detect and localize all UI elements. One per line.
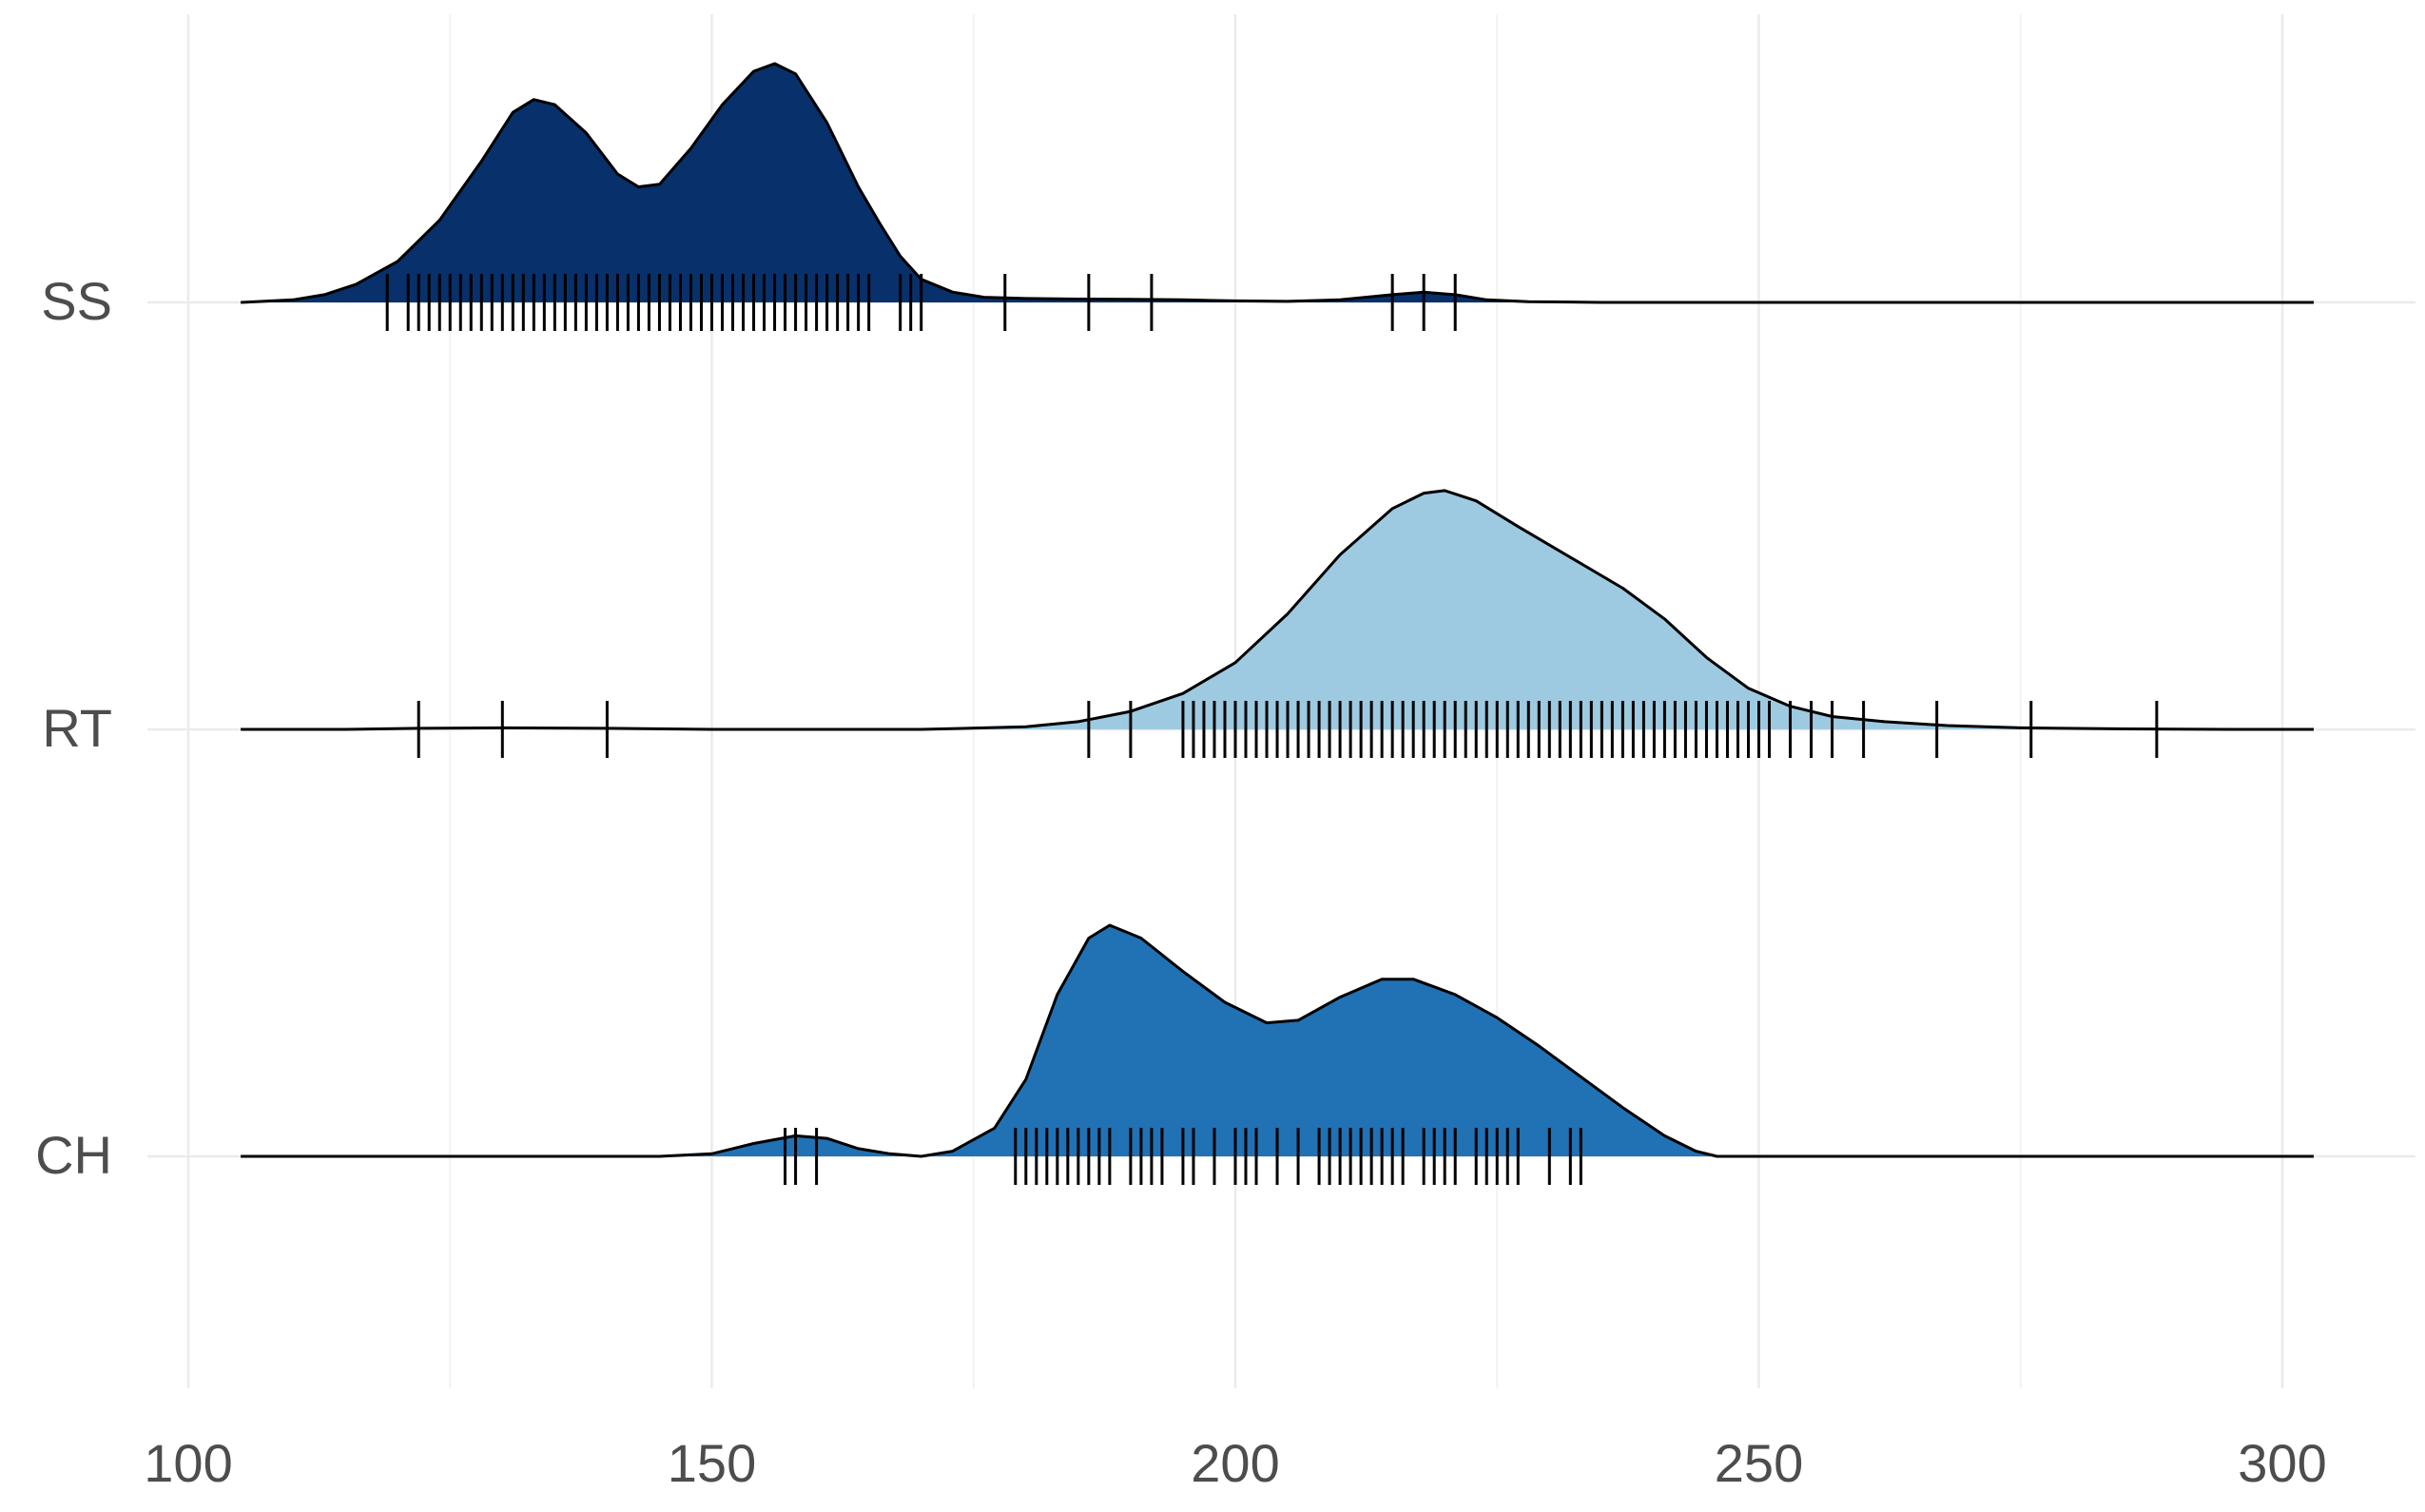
axis-layer: SS RT CH 100 150 200 250 300 <box>35 271 2327 1493</box>
x-tick-label: 200 <box>1191 1433 1279 1493</box>
x-tick-label: 100 <box>144 1433 232 1493</box>
x-tick-label: 250 <box>1715 1433 1803 1493</box>
category-label-ch: CH <box>35 1125 112 1185</box>
ridge-layer <box>241 62 2315 1185</box>
density-outline <box>241 62 2314 304</box>
density-area <box>241 63 2315 303</box>
density-area <box>241 925 2315 1156</box>
density-area <box>241 490 2315 729</box>
category-label-rt: RT <box>42 698 112 758</box>
x-tick-label: 150 <box>668 1433 756 1493</box>
x-tick-label: 300 <box>2238 1433 2326 1493</box>
ridge-ch <box>241 923 2315 1185</box>
density-outline <box>241 923 2314 1158</box>
ridge-ss <box>241 62 2315 331</box>
density-outline <box>241 489 2314 731</box>
ridge-rt <box>241 489 2315 758</box>
category-label-ss: SS <box>41 271 112 331</box>
